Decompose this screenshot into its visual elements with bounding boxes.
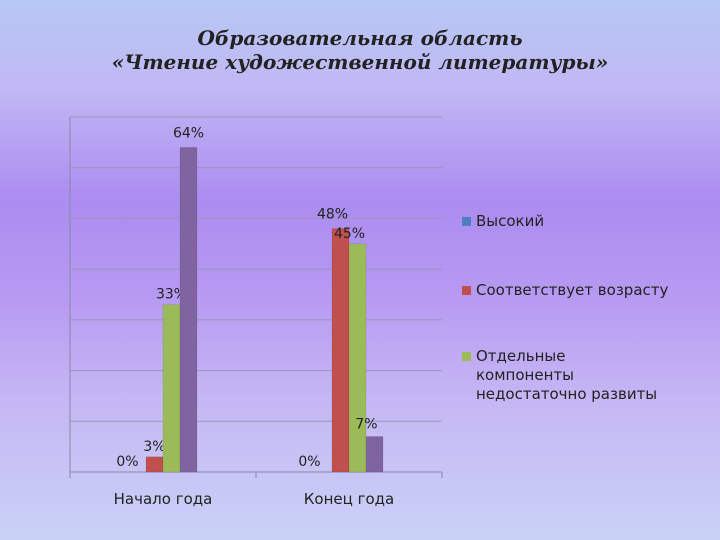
- data-label: 0%: [298, 454, 320, 470]
- data-label: 45%: [334, 226, 365, 242]
- data-label: 0%: [116, 454, 138, 470]
- data-label: 33%: [156, 287, 187, 303]
- bar: [365, 436, 384, 473]
- data-label: 48%: [317, 207, 348, 223]
- legend-label: Отдельные компоненты недостаточно развит…: [476, 347, 658, 403]
- legend-swatch: [462, 352, 471, 361]
- chart-title-line1: Образовательная область: [197, 26, 523, 50]
- bar: [348, 243, 367, 473]
- x-tick-label: Конец года: [304, 490, 394, 508]
- x-tick-label: Начало года: [114, 490, 213, 508]
- legend-swatch: [462, 217, 471, 226]
- legend-item-age-appropriate: Соответствует возрасту: [462, 281, 676, 300]
- legend-item-underdeveloped: Отдельные компоненты недостаточно развит…: [462, 347, 661, 404]
- data-label: 3%: [143, 439, 165, 455]
- bar: [145, 456, 164, 473]
- legend-label: Соответствует возрасту: [476, 281, 669, 299]
- bar: [162, 304, 181, 473]
- legend-label: Высокий: [476, 212, 545, 230]
- bar: [179, 147, 198, 473]
- bar: [331, 228, 350, 473]
- data-label: 7%: [355, 417, 377, 433]
- data-label: 64%: [173, 125, 204, 141]
- chart-title-line2: «Чтение художественной литературы»: [111, 50, 609, 74]
- legend-swatch: [462, 286, 471, 295]
- legend-item-high: Высокий: [462, 212, 676, 231]
